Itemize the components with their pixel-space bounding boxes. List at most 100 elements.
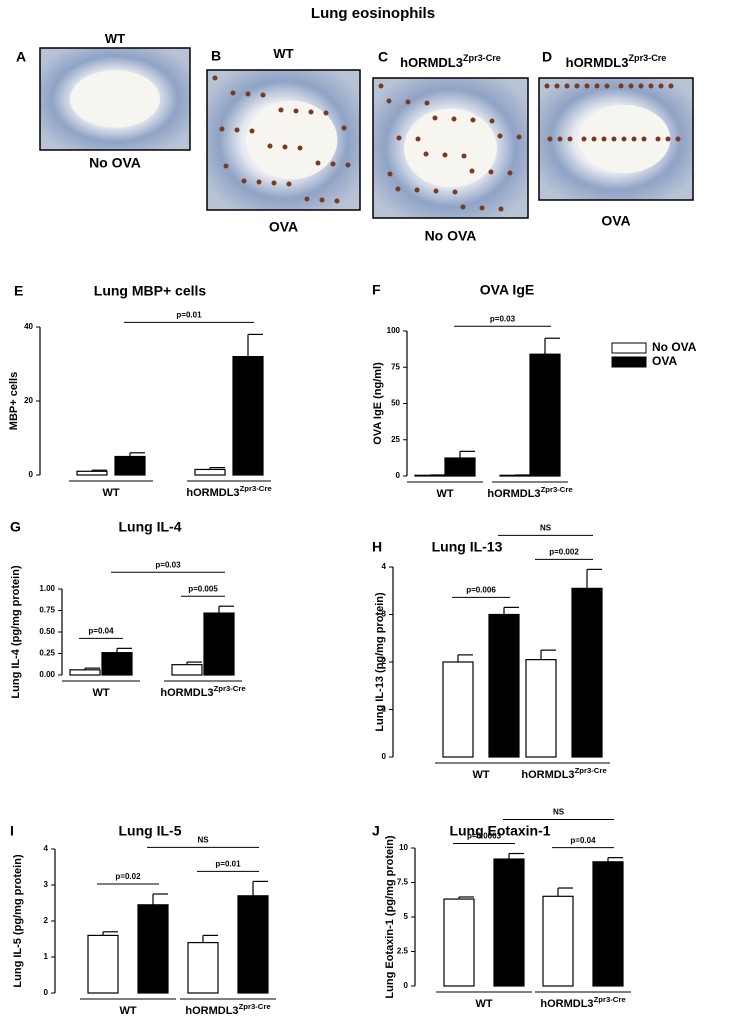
eosinophil xyxy=(212,75,218,81)
error-bar xyxy=(503,606,519,615)
eosinophil xyxy=(432,115,438,121)
bar xyxy=(444,457,476,477)
eosinophil xyxy=(387,171,393,177)
micrograph-caption: OVA xyxy=(269,219,298,235)
error-bar xyxy=(557,887,573,897)
eosinophil xyxy=(581,136,587,142)
x-tick-label: WT xyxy=(119,1005,136,1016)
micrograph-caption: OVA xyxy=(601,213,630,229)
eosinophil xyxy=(641,136,647,142)
y-axis-label: OVA IgE (ng/ml) xyxy=(372,362,384,445)
eosinophil xyxy=(470,117,476,123)
error-bar xyxy=(586,568,602,589)
error-bar xyxy=(247,333,263,357)
eosinophil xyxy=(638,83,644,89)
eosinophil xyxy=(424,100,430,106)
eosinophil xyxy=(395,186,401,192)
x-tick-label: WT xyxy=(92,687,109,699)
y-tick-label: 40 xyxy=(24,322,33,331)
y-tick-label: 1 xyxy=(44,952,49,961)
eosinophil xyxy=(241,178,247,184)
eosinophil xyxy=(345,162,351,168)
eosinophil xyxy=(249,128,255,134)
chart-title: OVA IgE xyxy=(480,282,534,298)
x-tick-label-base: WT xyxy=(436,488,453,500)
eosinophil xyxy=(442,152,448,158)
x-tick-label-base: WT xyxy=(119,1005,136,1016)
comparison-label: p=0.04 xyxy=(88,626,114,635)
y-tick-label: 2 xyxy=(382,657,387,666)
eosinophil xyxy=(271,180,277,186)
eosinophil xyxy=(648,83,654,89)
eosinophil xyxy=(423,151,429,157)
eosinophil xyxy=(256,179,262,185)
bar xyxy=(237,895,269,994)
x-tick-label-base: hORMDL3 xyxy=(186,487,239,499)
eosinophil xyxy=(584,83,590,89)
bar xyxy=(488,613,520,758)
eosinophil xyxy=(621,136,627,142)
y-tick-label: 3 xyxy=(44,880,49,889)
micrograph-title-base: hORMDL3 xyxy=(400,55,463,70)
eosinophil xyxy=(507,170,513,176)
bar xyxy=(443,898,475,987)
eosinophil xyxy=(604,83,610,89)
eosinophil xyxy=(631,136,637,142)
micrograph-title-sup: Zpr3-Cre xyxy=(463,53,501,63)
error-bar xyxy=(218,605,234,614)
eosinophil xyxy=(293,108,299,114)
x-tick-label: hORMDL3Zpr3-Cre xyxy=(185,1002,271,1016)
y-tick-label: 10 xyxy=(399,843,408,852)
eosinophil xyxy=(230,90,236,96)
eosinophil xyxy=(665,136,671,142)
comparison-label: p=0.002 xyxy=(549,547,579,556)
eosinophil xyxy=(323,110,329,116)
panel-letter: H xyxy=(372,539,382,555)
legend-label: No OVA xyxy=(652,340,697,354)
x-tick-label-base: hORMDL3 xyxy=(487,488,540,500)
bar xyxy=(69,669,101,676)
eosinophil xyxy=(308,109,314,115)
x-tick-label-base: WT xyxy=(472,769,489,781)
bar xyxy=(525,659,557,758)
y-tick-label: 4 xyxy=(44,844,49,853)
comparison-label: p=0.03 xyxy=(155,560,181,569)
legend-label: OVA xyxy=(652,354,677,368)
eosinophil xyxy=(278,107,284,113)
comparison-label: NS xyxy=(553,808,565,817)
panel-letter: C xyxy=(378,49,388,65)
y-tick-label: 0 xyxy=(29,470,34,479)
y-tick-label: 7.5 xyxy=(397,878,409,887)
eosinophil xyxy=(319,197,325,203)
x-tick-label: hORMDL3Zpr3-Cre xyxy=(521,766,607,781)
eosinophil xyxy=(601,136,607,142)
eosinophil xyxy=(574,83,580,89)
x-tick-label-sup: Zpr3-Cre xyxy=(575,766,608,775)
eosinophil xyxy=(282,144,288,150)
error-bar xyxy=(459,450,475,459)
y-tick-label: 0 xyxy=(44,988,49,997)
eosinophil xyxy=(488,169,494,175)
legend-swatch xyxy=(611,342,647,354)
airway-lumen xyxy=(245,100,338,180)
x-tick-label: hORMDL3Zpr3-Cre xyxy=(186,484,272,499)
bar xyxy=(171,664,203,676)
x-tick-label-sup: Zpr3-Cre xyxy=(214,684,247,693)
x-tick-label-base: hORMDL3 xyxy=(185,1005,238,1016)
error-bar xyxy=(129,452,145,457)
airway-lumen xyxy=(404,108,497,188)
micrograph-title-sup: Zpr3-Cre xyxy=(628,53,666,63)
eosinophil xyxy=(668,83,674,89)
chart-title: Lung IL-5 xyxy=(119,823,182,839)
bar xyxy=(442,661,474,758)
bar xyxy=(114,455,146,476)
y-tick-label: 50 xyxy=(391,399,400,408)
chart-title: Lung IL-4 xyxy=(119,519,182,535)
x-tick-label: WT xyxy=(436,488,453,500)
error-bar xyxy=(209,467,225,470)
y-tick-label: 0 xyxy=(396,471,401,480)
eosinophil xyxy=(219,126,225,132)
x-tick-label-base: hORMDL3 xyxy=(160,687,213,699)
eosinophil xyxy=(547,136,553,142)
